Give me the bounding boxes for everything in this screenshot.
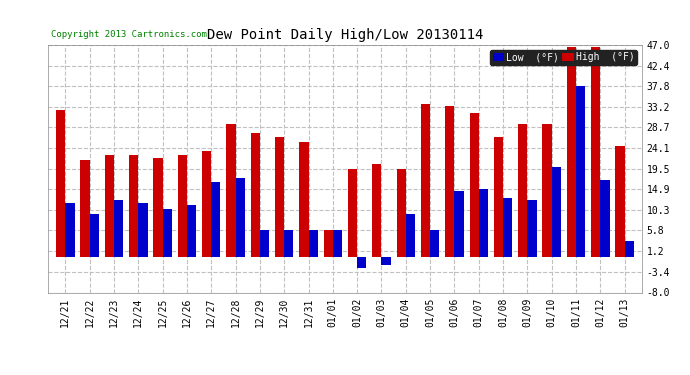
Bar: [494, 137, 503, 256]
Bar: [178, 155, 187, 256]
Bar: [299, 142, 308, 256]
Bar: [406, 214, 415, 256]
Bar: [81, 160, 90, 256]
Bar: [469, 112, 479, 256]
Bar: [357, 256, 366, 268]
Bar: [333, 230, 342, 256]
Bar: [600, 180, 609, 256]
Bar: [445, 106, 455, 256]
Bar: [163, 209, 172, 256]
Bar: [260, 230, 269, 256]
Bar: [518, 124, 527, 256]
Bar: [226, 124, 235, 256]
Bar: [479, 189, 488, 256]
Bar: [324, 230, 333, 256]
Bar: [211, 182, 221, 256]
Bar: [66, 202, 75, 256]
Bar: [503, 198, 512, 256]
Bar: [421, 104, 430, 256]
Bar: [455, 191, 464, 256]
Bar: [542, 124, 552, 256]
Bar: [114, 200, 124, 256]
Bar: [250, 133, 260, 256]
Bar: [187, 205, 196, 257]
Legend: Low  (°F), High  (°F): Low (°F), High (°F): [490, 50, 637, 65]
Bar: [235, 178, 245, 256]
Bar: [566, 47, 576, 256]
Bar: [552, 166, 561, 256]
Bar: [624, 241, 634, 256]
Bar: [348, 169, 357, 256]
Bar: [527, 200, 537, 256]
Bar: [105, 155, 114, 256]
Bar: [284, 230, 293, 256]
Bar: [397, 169, 406, 256]
Bar: [430, 230, 440, 256]
Bar: [591, 47, 600, 256]
Bar: [153, 158, 163, 256]
Bar: [202, 151, 211, 256]
Text: Copyright 2013 Cartronics.com: Copyright 2013 Cartronics.com: [51, 30, 207, 39]
Bar: [372, 164, 382, 256]
Bar: [129, 155, 138, 256]
Bar: [56, 110, 66, 256]
Bar: [275, 137, 284, 256]
Bar: [138, 202, 148, 256]
Bar: [576, 86, 585, 256]
Bar: [382, 256, 391, 265]
Bar: [615, 146, 624, 256]
Title: Dew Point Daily High/Low 20130114: Dew Point Daily High/Low 20130114: [207, 28, 483, 42]
Bar: [308, 230, 318, 256]
Bar: [90, 214, 99, 256]
